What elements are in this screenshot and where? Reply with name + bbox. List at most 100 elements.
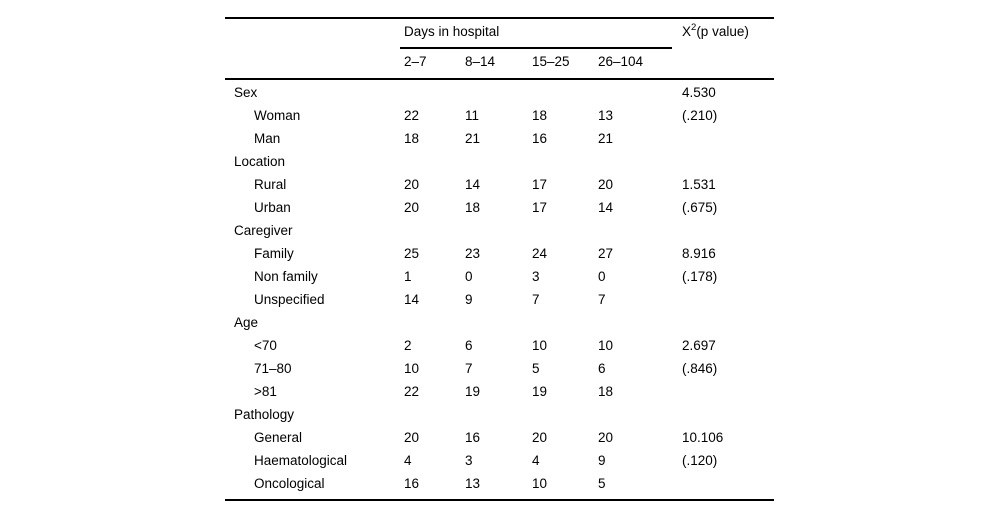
- table-top-rule: [225, 17, 774, 19]
- value-cell: 19: [532, 384, 548, 399]
- row-label: >81: [254, 384, 277, 399]
- chi-square-value-cell: (.178): [682, 269, 718, 284]
- value-cell: 27: [598, 246, 614, 261]
- chi-square-base: X: [682, 24, 692, 39]
- value-cell: 14: [404, 292, 420, 307]
- table-bottom-rule: [225, 499, 774, 501]
- value-cell: 25: [404, 246, 420, 261]
- section-label: Age: [234, 315, 259, 330]
- value-cell: 0: [465, 269, 473, 284]
- header-bottom-rule: [225, 78, 774, 80]
- col-header-15-25: 15–25: [532, 54, 570, 69]
- value-cell: 3: [465, 453, 473, 468]
- value-cell: 5: [532, 361, 540, 376]
- value-cell: 1: [404, 269, 412, 284]
- value-cell: 3: [532, 269, 540, 284]
- value-cell: 18: [465, 200, 481, 215]
- table-row: Woman 22 11 18 13 (.210): [225, 104, 774, 127]
- value-cell: 7: [532, 292, 540, 307]
- table-row: General 20 16 20 20 10.106: [225, 426, 774, 449]
- value-cell: 20: [598, 430, 614, 445]
- chi-square-value-cell: (.675): [682, 200, 718, 215]
- value-cell: 2: [404, 338, 412, 353]
- chi-square-value-cell: (.210): [682, 108, 718, 123]
- value-cell: 20: [404, 430, 420, 445]
- row-label: Urban: [254, 200, 291, 215]
- value-cell: 4: [532, 453, 540, 468]
- value-cell: 20: [598, 177, 614, 192]
- value-cell: 22: [404, 384, 420, 399]
- value-cell: 20: [532, 430, 548, 445]
- row-label: Woman: [254, 108, 301, 123]
- value-cell: 19: [465, 384, 481, 399]
- chi-square-p-value-label: (p value): [696, 24, 749, 39]
- column-header-row: 2–7 8–14 15–25 26–104: [225, 48, 774, 76]
- group-header-underline: [400, 47, 672, 49]
- row-label: Family: [254, 246, 294, 261]
- row-label: Oncological: [254, 476, 325, 491]
- section-label: Pathology: [234, 407, 295, 422]
- col-header-8-14: 8–14: [465, 54, 496, 69]
- value-cell: 18: [532, 108, 548, 123]
- table-body: Sex 4.530 Woman 22 11 18 13 (.210) Man 18 21 16 21 Lo…: [225, 81, 774, 495]
- value-cell: 10: [598, 338, 614, 353]
- section-row: Age: [225, 311, 774, 334]
- section-row: Sex 4.530: [225, 81, 774, 104]
- value-cell: 13: [465, 476, 481, 491]
- value-cell: 14: [598, 200, 614, 215]
- value-cell: 4: [404, 453, 412, 468]
- chi-square-header: X2(p value): [682, 18, 749, 46]
- value-cell: 0: [598, 269, 606, 284]
- row-label: Haematological: [254, 453, 348, 468]
- chi-square-value-cell: 8.916: [682, 246, 716, 261]
- value-cell: 13: [598, 108, 614, 123]
- value-cell: 10: [404, 361, 420, 376]
- value-cell: 17: [532, 200, 548, 215]
- value-cell: 10: [532, 338, 548, 353]
- chi-square-superscript: 2: [691, 21, 697, 33]
- section-label: Sex: [234, 85, 258, 100]
- table-row: Haematological 4 3 4 9 (.120): [225, 449, 774, 472]
- value-cell: 6: [598, 361, 606, 376]
- value-cell: 6: [465, 338, 473, 353]
- row-label: <70: [254, 338, 277, 353]
- chi-square-value-cell: 10.106: [682, 430, 724, 445]
- col-header-26-104: 26–104: [598, 54, 644, 69]
- value-cell: 14: [465, 177, 481, 192]
- value-cell: 20: [404, 200, 420, 215]
- row-label: General: [254, 430, 303, 445]
- value-cell: 21: [598, 131, 614, 146]
- value-cell: 18: [404, 131, 420, 146]
- value-cell: 16: [404, 476, 420, 491]
- row-label: 71–80: [254, 361, 292, 376]
- value-cell: 16: [532, 131, 548, 146]
- table-row: Rural 20 14 17 20 1.531: [225, 173, 774, 196]
- row-label: Man: [254, 131, 281, 146]
- value-cell: 9: [465, 292, 473, 307]
- value-cell: 11: [465, 108, 480, 123]
- value-cell: 9: [598, 453, 606, 468]
- group-header-row: Days in hospital X2(p value): [225, 18, 774, 46]
- chi-square-value-cell: (.120): [682, 453, 718, 468]
- value-cell: 16: [465, 430, 481, 445]
- table-row: Non family 1 0 3 0 (.178): [225, 265, 774, 288]
- table-row: <70 2 6 10 10 2.697: [225, 334, 774, 357]
- stats-table: Days in hospital X2(p value) 2–7 8–14 15…: [225, 17, 774, 501]
- section-row: Pathology: [225, 403, 774, 426]
- row-label: Non family: [254, 269, 318, 284]
- value-cell: 24: [532, 246, 548, 261]
- table-row: 71–80 10 7 5 6 (.846): [225, 357, 774, 380]
- value-cell: 21: [465, 131, 481, 146]
- table-row: Oncological 16 13 10 5: [225, 472, 774, 495]
- value-cell: 5: [598, 476, 606, 491]
- table-row: Family 25 23 24 27 8.916: [225, 242, 774, 265]
- value-cell: 10: [532, 476, 548, 491]
- value-cell: 20: [404, 177, 420, 192]
- table-row: Man 18 21 16 21: [225, 127, 774, 150]
- section-label: Caregiver: [234, 223, 293, 238]
- section-label: Location: [234, 154, 286, 169]
- chi-square-value-cell: (.846): [682, 361, 718, 376]
- section-row: Location: [225, 150, 774, 173]
- table-row: Unspecified 14 9 7 7: [225, 288, 774, 311]
- value-cell: 18: [598, 384, 614, 399]
